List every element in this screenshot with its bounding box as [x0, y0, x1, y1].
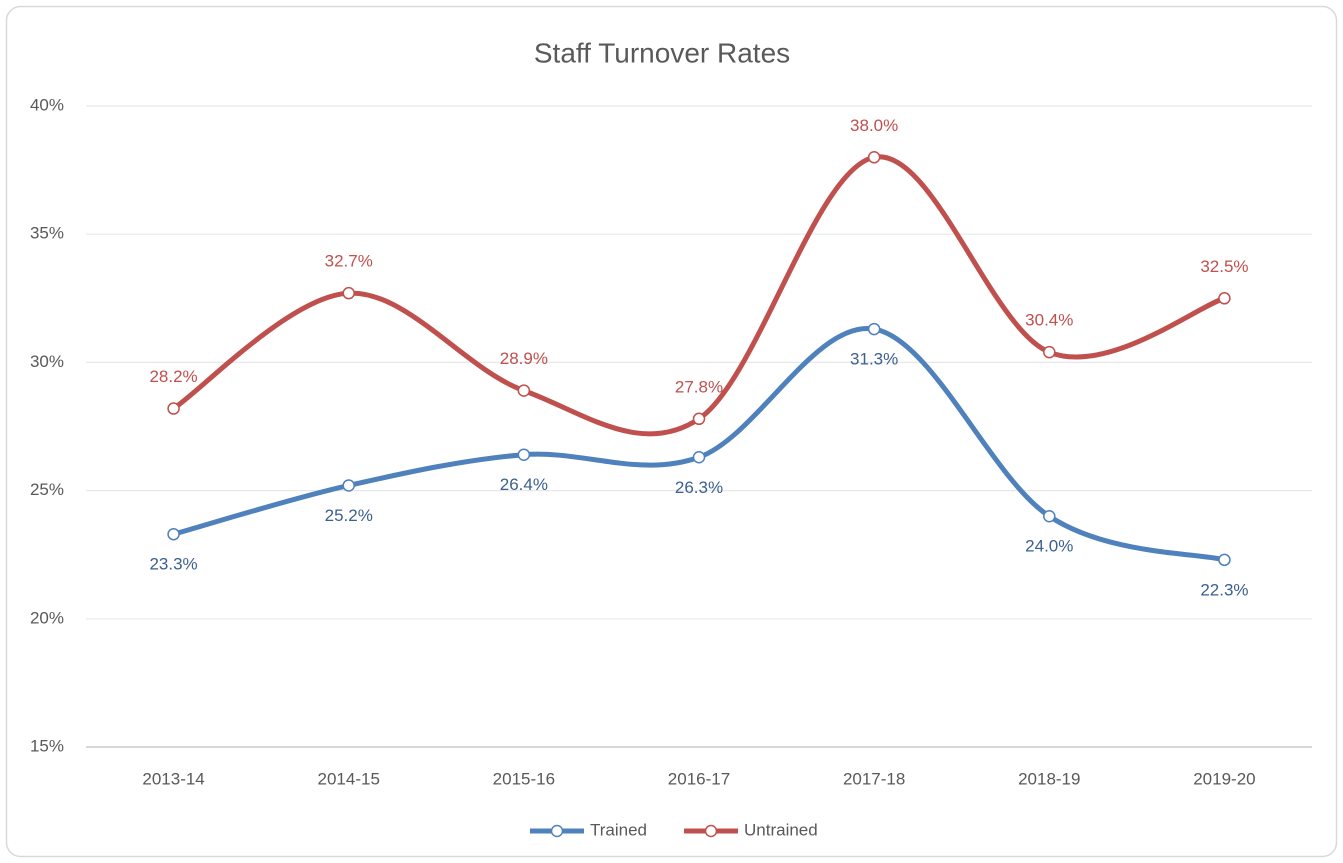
legend-marker — [704, 824, 718, 838]
data-point — [1043, 345, 1056, 359]
y-tick-label: 40% — [30, 95, 64, 114]
legend-marker — [550, 824, 564, 838]
data-label: 31.3% — [850, 350, 898, 369]
data-label: 23.3% — [149, 555, 197, 574]
data-label: 30.4% — [1025, 311, 1073, 330]
data-label: 28.2% — [149, 367, 197, 386]
x-tick-label: 2014-15 — [318, 769, 380, 788]
data-point — [167, 527, 180, 541]
x-tick-label: 2016-17 — [668, 769, 730, 788]
data-label: 28.9% — [500, 349, 548, 368]
data-label: 32.7% — [325, 252, 373, 271]
data-label: 38.0% — [850, 116, 898, 135]
data-point — [867, 322, 881, 336]
x-tick-label: 2019-20 — [1193, 769, 1255, 788]
data-label: 25.2% — [325, 506, 373, 525]
legend-item: Untrained — [684, 820, 818, 839]
y-tick-label: 30% — [30, 352, 64, 371]
data-label: 26.3% — [675, 478, 723, 497]
legend-item: Trained — [530, 820, 647, 839]
x-tick-label: 2013-14 — [142, 769, 204, 788]
data-point — [342, 286, 355, 300]
data-point — [1218, 553, 1231, 567]
data-label: 24.0% — [1025, 537, 1073, 556]
data-point — [342, 479, 355, 492]
data-point — [517, 448, 531, 461]
data-label: 26.4% — [500, 475, 548, 494]
y-tick-label: 20% — [30, 608, 64, 627]
data-point — [1043, 509, 1056, 523]
data-point — [1218, 292, 1231, 305]
data-point — [167, 402, 180, 415]
data-point — [692, 451, 706, 464]
data-point — [867, 151, 881, 164]
y-tick-label: 35% — [30, 224, 64, 243]
data-label: 27.8% — [675, 377, 723, 396]
chart-title: Staff Turnover Rates — [534, 37, 790, 68]
legend-label: Trained — [590, 820, 647, 839]
x-tick-label: 2017-18 — [843, 769, 905, 788]
legend-label: Untrained — [744, 820, 818, 839]
data-label: 22.3% — [1200, 580, 1248, 599]
data-point — [517, 384, 531, 397]
x-tick-label: 2015-16 — [493, 769, 555, 788]
data-label: 32.5% — [1200, 257, 1248, 276]
data-point — [692, 412, 706, 426]
y-tick-label: 15% — [30, 736, 64, 755]
x-tick-label: 2018-19 — [1018, 769, 1080, 788]
y-tick-label: 25% — [30, 480, 64, 499]
